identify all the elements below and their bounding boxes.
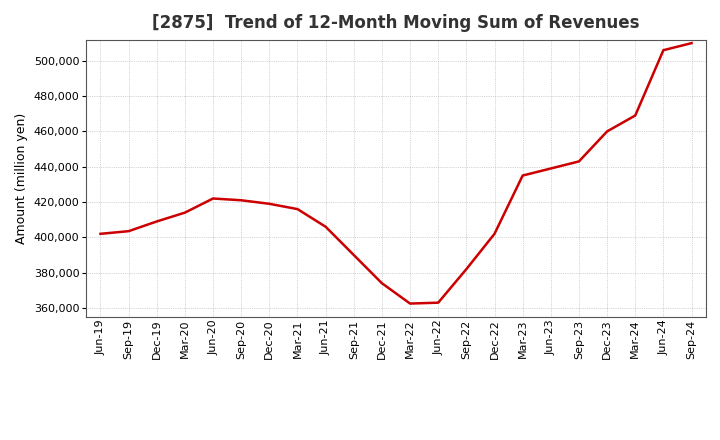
Title: [2875]  Trend of 12-Month Moving Sum of Revenues: [2875] Trend of 12-Month Moving Sum of R…: [152, 15, 640, 33]
Y-axis label: Amount (million yen): Amount (million yen): [15, 113, 28, 244]
